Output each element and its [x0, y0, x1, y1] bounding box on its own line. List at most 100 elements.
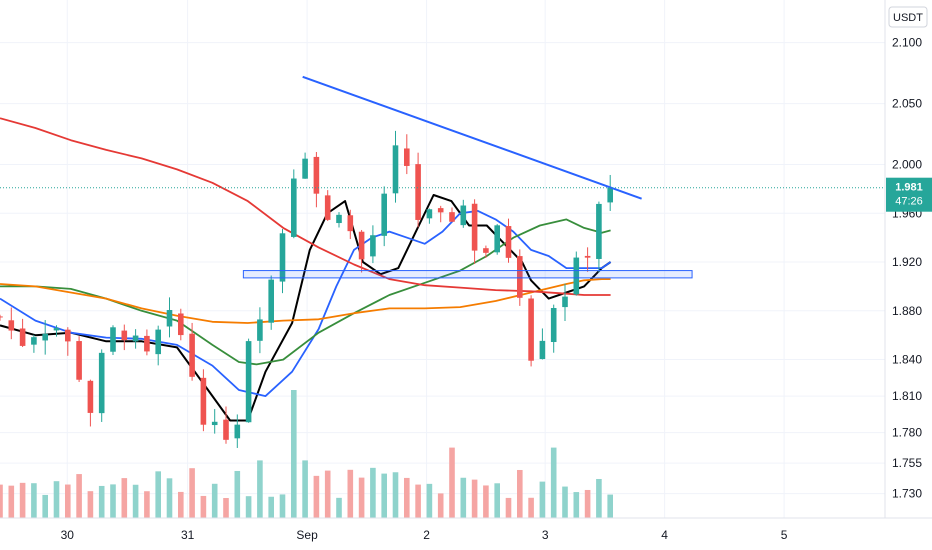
volume-bar	[31, 483, 37, 518]
price-tick: 1.730	[892, 487, 922, 501]
candle-body	[76, 341, 82, 380]
volume-bar	[347, 469, 354, 518]
price-tick: 1.810	[892, 389, 922, 403]
candle-body	[223, 419, 229, 440]
time-axis[interactable]: 30 31 Sep 2 3 4 5	[0, 517, 932, 550]
candle-body	[211, 421, 218, 426]
candle-body	[31, 337, 37, 345]
volume-bar	[302, 460, 308, 518]
volume-bar	[291, 390, 297, 518]
volume-bar	[166, 478, 173, 518]
candle-body	[291, 178, 297, 237]
time-tick: 5	[781, 528, 788, 542]
candle-body	[279, 233, 286, 282]
volume-bar	[42, 494, 48, 518]
volume-bar	[87, 491, 94, 518]
volume-bar	[550, 447, 557, 518]
drawings	[242, 75, 693, 279]
volume-bar	[607, 494, 613, 518]
candle-body	[53, 328, 60, 331]
volume-bar	[460, 477, 467, 518]
volume-bar	[65, 484, 71, 518]
volume-bar	[528, 497, 534, 518]
candle-body	[8, 320, 15, 331]
volume-bar	[426, 483, 433, 518]
candle-body	[121, 330, 128, 341]
price-tick: 1.880	[892, 304, 922, 318]
volume-bar	[584, 489, 591, 518]
candle-body	[324, 195, 331, 220]
currency-label: USDT	[893, 12, 923, 24]
volume-bar	[404, 477, 410, 518]
time-tick: Sep	[296, 528, 318, 542]
candle-body	[347, 215, 354, 232]
volume-bar	[505, 497, 512, 518]
time-tick: 2	[423, 528, 430, 542]
moving-average-line	[0, 194, 612, 422]
volume-bar	[494, 483, 500, 518]
trendline	[302, 75, 642, 200]
volume-bar	[178, 491, 184, 518]
price-axis-background	[885, 0, 932, 518]
price-tick: 2.050	[892, 97, 922, 111]
volume-bar	[358, 477, 365, 518]
support-zone	[242, 270, 693, 279]
candle-body	[65, 329, 71, 342]
candle-body	[584, 255, 591, 258]
moving-average-line	[0, 117, 611, 296]
volume-bar	[189, 468, 195, 518]
volume-bar	[483, 485, 489, 518]
volume-bar	[200, 495, 207, 518]
candle-body	[257, 319, 263, 341]
currency-badge[interactable]: USDT	[888, 6, 928, 28]
price-tick: 2.000	[892, 158, 922, 172]
candle-body	[460, 205, 467, 226]
moving-averages	[0, 117, 612, 422]
candle-body	[483, 248, 489, 253]
candle-body	[415, 164, 421, 220]
price-tick-labels: 2.1002.0502.0001.9601.9201.8801.8401.810…	[892, 36, 922, 501]
volume-bar	[313, 475, 320, 518]
volume-bars	[0, 390, 613, 518]
candle-body	[539, 340, 546, 360]
price-tick: 1.920	[892, 255, 922, 269]
candle-body	[268, 279, 274, 323]
volume-bar	[392, 472, 399, 518]
price-axis[interactable]: USDT 2.1002.0502.0001.9601.9201.8801.840…	[884, 0, 932, 518]
volume-bar	[257, 460, 263, 518]
candle-body	[358, 231, 365, 260]
candle-body	[313, 156, 320, 194]
candle-body	[110, 327, 116, 352]
volume-bar	[562, 486, 568, 518]
candle-body	[426, 209, 433, 219]
volume-bar	[144, 491, 150, 518]
candle-body	[132, 335, 139, 342]
volume-bar	[110, 484, 116, 518]
volume-bar	[324, 470, 331, 518]
volume-bar	[539, 481, 546, 518]
candle-body	[87, 380, 94, 413]
price-tick: 1.780	[892, 426, 922, 440]
volume-bar	[437, 493, 444, 518]
volume-bar	[471, 479, 478, 518]
volume-bar	[211, 483, 218, 518]
volume-bar	[121, 478, 128, 518]
candle-body	[550, 308, 557, 343]
candle-body	[189, 333, 195, 377]
candlesticks	[0, 130, 613, 448]
time-tick: 30	[61, 528, 75, 542]
volume-bar	[53, 481, 60, 518]
time-axis-background	[0, 518, 932, 550]
candle-body	[200, 377, 207, 425]
candle-body	[437, 208, 444, 213]
candle-body	[0, 316, 3, 318]
candle-body	[517, 256, 523, 298]
volume-bar	[98, 485, 105, 518]
moving-average-line	[0, 278, 611, 324]
price-tick: 1.840	[892, 353, 922, 367]
candle-body	[166, 309, 173, 327]
candle-body	[562, 296, 568, 308]
volume-bar	[370, 467, 376, 518]
time-tick: 31	[181, 528, 195, 542]
